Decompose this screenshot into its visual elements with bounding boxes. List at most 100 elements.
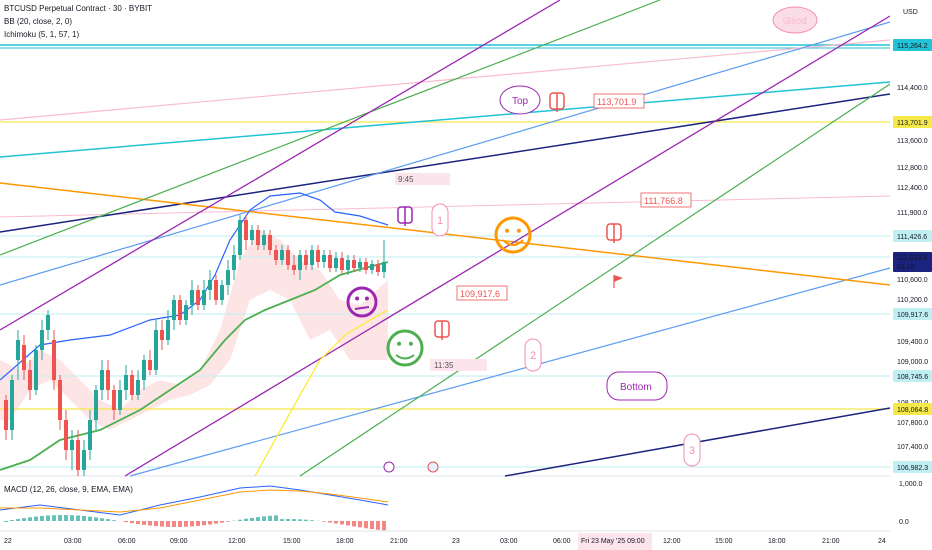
candle-body (322, 255, 326, 262)
price-badge-text: 108,745.6 (897, 374, 928, 381)
price-badge[interactable] (893, 308, 932, 320)
candle-body (358, 262, 362, 268)
price-badge[interactable] (893, 39, 932, 51)
good-bubble[interactable] (772, 6, 818, 34)
happy-face-icon[interactable] (494, 216, 532, 254)
macd-histogram-bar (334, 521, 338, 524)
macd-histogram-bar (250, 517, 254, 521)
ichimoku-lagging (254, 309, 389, 477)
candlesticks (4, 215, 386, 476)
time-axis[interactable]: 22 03:00 06:00 09:00 12:00 15:00 18:00 21:00 23 0… (4, 533, 886, 550)
macd-histogram-bar (190, 521, 194, 527)
ichimoku-legend[interactable]: Ichimoku (5, 1, 57, 1) (4, 30, 80, 39)
candle-body (34, 350, 38, 390)
candle-body (4, 400, 8, 430)
candle-body (172, 300, 176, 320)
macd-histogram-bar (274, 515, 278, 521)
candle-body (280, 250, 284, 260)
bb-legend[interactable]: BB (20, close, 2, 0) (4, 17, 73, 26)
time-tick-label: 18:00 (768, 538, 786, 545)
price-badge[interactable] (893, 403, 932, 415)
price-badge[interactable] (893, 230, 932, 242)
current-price-badge[interactable] (893, 252, 932, 272)
number-marker[interactable] (524, 338, 542, 372)
symbol-legend[interactable]: BTCUSD Perpetual Contract · 30 · BYBIT (4, 4, 153, 13)
cheeky-face-icon[interactable] (386, 329, 424, 367)
macd-histogram-bar (40, 515, 44, 521)
candle-body (160, 330, 164, 340)
candle-body (226, 270, 230, 285)
price-tick-label: 113,600.0 (897, 138, 928, 145)
price-tick-label: 107,400.0 (897, 444, 928, 451)
time-note-bg (395, 173, 450, 185)
macd-tick-label: 1,000.0 (899, 481, 922, 488)
macd-histogram-bar (352, 521, 356, 527)
candle-body (154, 330, 158, 370)
time-tick-label: 21:00 (822, 538, 840, 545)
macd-histogram-bar (268, 515, 272, 521)
time-tick-label: 03:00 (64, 538, 82, 545)
macd-histogram-bar (154, 521, 158, 527)
candle-body (94, 390, 98, 420)
price-badge[interactable] (893, 116, 932, 128)
candle-body (202, 290, 206, 305)
price-axis[interactable] (890, 0, 932, 550)
macd-histogram-bar (82, 516, 86, 521)
price-note-text: 113,701.9 (597, 97, 636, 107)
price-badge[interactable] (893, 461, 932, 473)
macd-histogram-bar (142, 521, 146, 525)
candle-body (136, 380, 140, 395)
time-tick-label: 15:00 (283, 538, 301, 545)
macd-histogram-bar (58, 515, 62, 521)
candle-body (208, 280, 212, 290)
candle-body (292, 265, 296, 270)
time-highlight-text: Fri 23 May '25 09:00 (581, 538, 645, 545)
price-badge-text: 111,426.6 (897, 234, 927, 241)
candle-body (130, 375, 134, 395)
candle-body (40, 330, 44, 350)
price-note-box[interactable] (456, 285, 508, 301)
price-note-box[interactable] (593, 93, 645, 109)
price-badge-text: 115,264.2 (897, 43, 928, 50)
face-mouth (354, 306, 370, 310)
macd-histogram-bar (148, 521, 152, 526)
main-pane[interactable] (0, 0, 890, 476)
candle-body (190, 290, 194, 305)
currency-label: USD (903, 9, 918, 16)
top-bubble[interactable] (499, 85, 541, 115)
macd-histogram-bar (358, 521, 362, 528)
time-tick-label: 15:00 (715, 538, 733, 545)
horizontal-lines (0, 44, 890, 468)
candle-body (256, 230, 260, 245)
candle-body (82, 450, 86, 470)
ma-line (0, 261, 389, 471)
candle-body (124, 375, 128, 390)
macd-legend[interactable]: MACD (12, 26, close, 9, EMA, EMA) (4, 485, 133, 494)
face-mouth (395, 354, 415, 360)
macd-histogram-bar (262, 516, 266, 521)
time-highlight[interactable] (578, 533, 652, 550)
number-marker[interactable] (431, 203, 449, 237)
trend-line (0, 81, 891, 158)
candle-body (244, 220, 248, 240)
price-note-box[interactable] (640, 192, 692, 208)
macd-histogram-bar (88, 516, 92, 521)
macd-histogram-bar (22, 518, 26, 521)
candle-body (178, 300, 182, 320)
candle-body (220, 285, 224, 300)
time-tick-label: 18:00 (336, 538, 354, 545)
bottom-bubble[interactable] (606, 371, 668, 401)
flag-icon[interactable] (614, 275, 623, 282)
ichimoku-cloud (0, 230, 388, 430)
candle-body (184, 305, 188, 320)
candle-body (238, 220, 242, 255)
us-flag-event-icon[interactable] (427, 461, 439, 473)
lightning-event-icon[interactable] (383, 461, 395, 473)
candle-body (334, 258, 338, 268)
candle-body (166, 320, 170, 340)
bb-upper (0, 192, 389, 381)
number-marker[interactable] (683, 433, 701, 467)
price-badge[interactable] (893, 370, 932, 382)
neutral-face-icon[interactable] (346, 286, 378, 318)
